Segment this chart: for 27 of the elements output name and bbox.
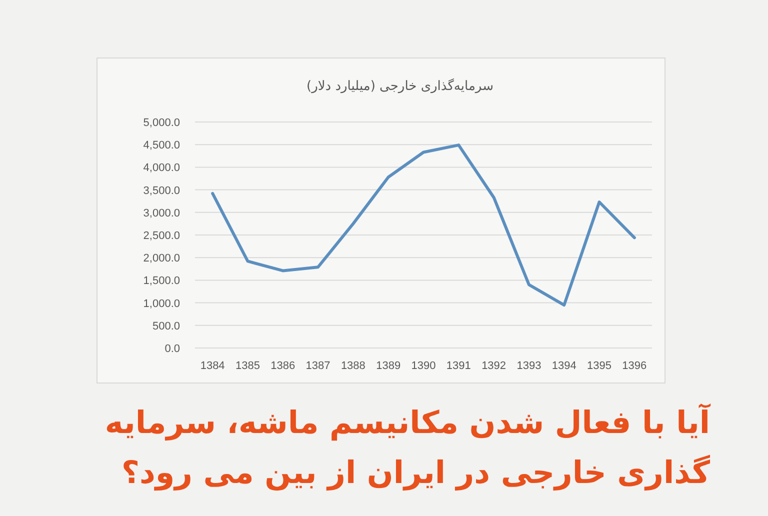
x-tick-label: 1385 [235,360,260,372]
y-tick-label: 4,500.0 [143,140,180,152]
y-tick-label: 5,000.0 [143,117,180,129]
x-tick-label: 1390 [411,360,436,372]
x-tick-label: 1396 [622,360,647,372]
y-tick-label: 4,000.0 [143,162,180,174]
y-tick-label: 500.0 [152,320,180,332]
y-tick-label: 1,500.0 [143,275,180,288]
x-tick-label: 1393 [516,360,542,372]
y-tick-label: 2,000.0 [143,252,180,265]
x-tick-label: 1395 [587,360,612,372]
x-tick-label: 1386 [270,360,296,372]
x-tick-label: 1389 [376,360,401,372]
y-tick-label: 3,500.0 [143,184,180,197]
chart-title: سرمایه‌گذاری خارجی (میلیارد دلار) [306,78,494,94]
y-tick-label: 1,000.0 [143,298,180,310]
y-tick-label: 2,500.0 [143,230,180,242]
x-tick-label: 1391 [446,360,471,372]
text: آیا با فعال شدن مکانیسم ماشه، سرمایه گذاری خارجی در ایران از بین می رود؟ [104,402,710,493]
y-tick-label: 3,000.0 [143,207,180,220]
x-tick-label: 1394 [552,360,576,372]
y-tick-label: 0.0 [164,343,180,355]
x-tick-label: 1387 [306,360,330,372]
x-tick-label: 1392 [482,360,506,372]
x-tick-label: 1388 [340,360,366,372]
line-series [211,144,636,307]
x-tick-label: 1384 [200,360,225,372]
